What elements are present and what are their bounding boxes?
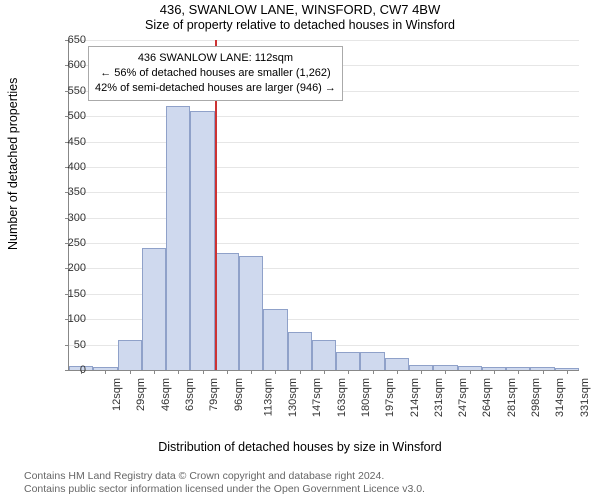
annotation-line: ← 56% of detached houses are smaller (1,… — [95, 66, 336, 81]
x-tick-mark — [154, 370, 155, 374]
histogram-bar — [215, 253, 239, 370]
x-tick-mark — [203, 370, 204, 374]
annotation-box: 436 SWANLOW LANE: 112sqm← 56% of detache… — [88, 46, 343, 101]
y-tick-label: 0 — [46, 364, 86, 376]
page-subtitle: Size of property relative to detached ho… — [0, 18, 600, 32]
x-tick-label: 331sqm — [579, 378, 591, 417]
x-axis-label: Distribution of detached houses by size … — [0, 440, 600, 454]
x-tick-mark — [373, 370, 374, 374]
histogram-bar — [288, 332, 312, 370]
y-tick-label: 450 — [46, 136, 86, 148]
y-tick-label: 250 — [46, 237, 86, 249]
histogram-bar — [385, 358, 409, 370]
x-tick-mark — [178, 370, 179, 374]
x-tick-mark — [324, 370, 325, 374]
x-tick-label: 314sqm — [554, 378, 566, 417]
histogram-bar — [312, 340, 336, 370]
x-tick-label: 12sqm — [111, 378, 123, 411]
y-tick-label: 200 — [46, 262, 86, 274]
y-tick-label: 600 — [46, 59, 86, 71]
footer-line-2: Contains public sector information licen… — [24, 483, 425, 496]
gridline — [69, 167, 579, 168]
x-tick-mark — [397, 370, 398, 374]
y-tick-label: 300 — [46, 212, 86, 224]
histogram-bar — [263, 309, 287, 370]
x-tick-mark — [348, 370, 349, 374]
x-tick-mark — [445, 370, 446, 374]
annotation-line: 42% of semi-detached houses are larger (… — [95, 81, 336, 96]
gridline — [69, 218, 579, 219]
y-tick-label: 350 — [46, 186, 86, 198]
histogram-bar — [360, 352, 384, 370]
x-tick-mark — [518, 370, 519, 374]
x-tick-mark — [105, 370, 106, 374]
y-tick-label: 400 — [46, 161, 86, 173]
x-tick-mark — [227, 370, 228, 374]
x-tick-label: 298sqm — [530, 378, 542, 417]
histogram-bar — [336, 352, 360, 370]
annotation-line: 436 SWANLOW LANE: 112sqm — [95, 51, 336, 66]
y-tick-label: 150 — [46, 288, 86, 300]
y-tick-label: 50 — [46, 339, 86, 351]
page-title: 436, SWANLOW LANE, WINSFORD, CW7 4BW — [0, 2, 600, 17]
gridline — [69, 192, 579, 193]
x-tick-mark — [251, 370, 252, 374]
x-tick-label: 281sqm — [506, 378, 518, 417]
x-tick-label: 197sqm — [384, 378, 396, 417]
gridline — [69, 243, 579, 244]
x-tick-label: 264sqm — [482, 378, 494, 417]
x-tick-mark — [130, 370, 131, 374]
footer-attribution: Contains HM Land Registry data © Crown c… — [24, 470, 425, 496]
histogram-bar — [239, 256, 263, 370]
gridline — [69, 142, 579, 143]
y-tick-label: 100 — [46, 313, 86, 325]
x-tick-mark — [494, 370, 495, 374]
x-tick-label: 163sqm — [336, 378, 348, 417]
x-tick-label: 29sqm — [135, 378, 147, 411]
x-tick-label: 63sqm — [184, 378, 196, 411]
footer-line-1: Contains HM Land Registry data © Crown c… — [24, 470, 425, 483]
x-tick-mark — [543, 370, 544, 374]
x-tick-label: 96sqm — [233, 378, 245, 411]
x-tick-label: 46sqm — [160, 378, 172, 411]
x-tick-label: 113sqm — [262, 378, 274, 416]
histogram-bar — [118, 340, 142, 370]
x-tick-mark — [300, 370, 301, 374]
y-tick-label: 500 — [46, 110, 86, 122]
x-tick-mark — [567, 370, 568, 374]
x-tick-mark — [470, 370, 471, 374]
y-axis-label: Number of detached properties — [6, 78, 20, 250]
x-tick-label: 130sqm — [287, 378, 299, 417]
x-tick-label: 147sqm — [312, 378, 324, 417]
x-tick-label: 79sqm — [208, 378, 220, 411]
gridline — [69, 40, 579, 41]
x-tick-mark — [421, 370, 422, 374]
y-tick-label: 550 — [46, 85, 86, 97]
histogram-bar — [166, 106, 190, 370]
histogram-bar — [142, 248, 166, 370]
x-tick-label: 231sqm — [433, 378, 445, 417]
x-tick-label: 180sqm — [360, 378, 372, 417]
gridline — [69, 116, 579, 117]
histogram-bar — [190, 111, 214, 370]
y-tick-label: 650 — [46, 34, 86, 46]
x-tick-label: 214sqm — [409, 378, 421, 417]
x-tick-label: 247sqm — [457, 378, 469, 417]
x-tick-mark — [275, 370, 276, 374]
